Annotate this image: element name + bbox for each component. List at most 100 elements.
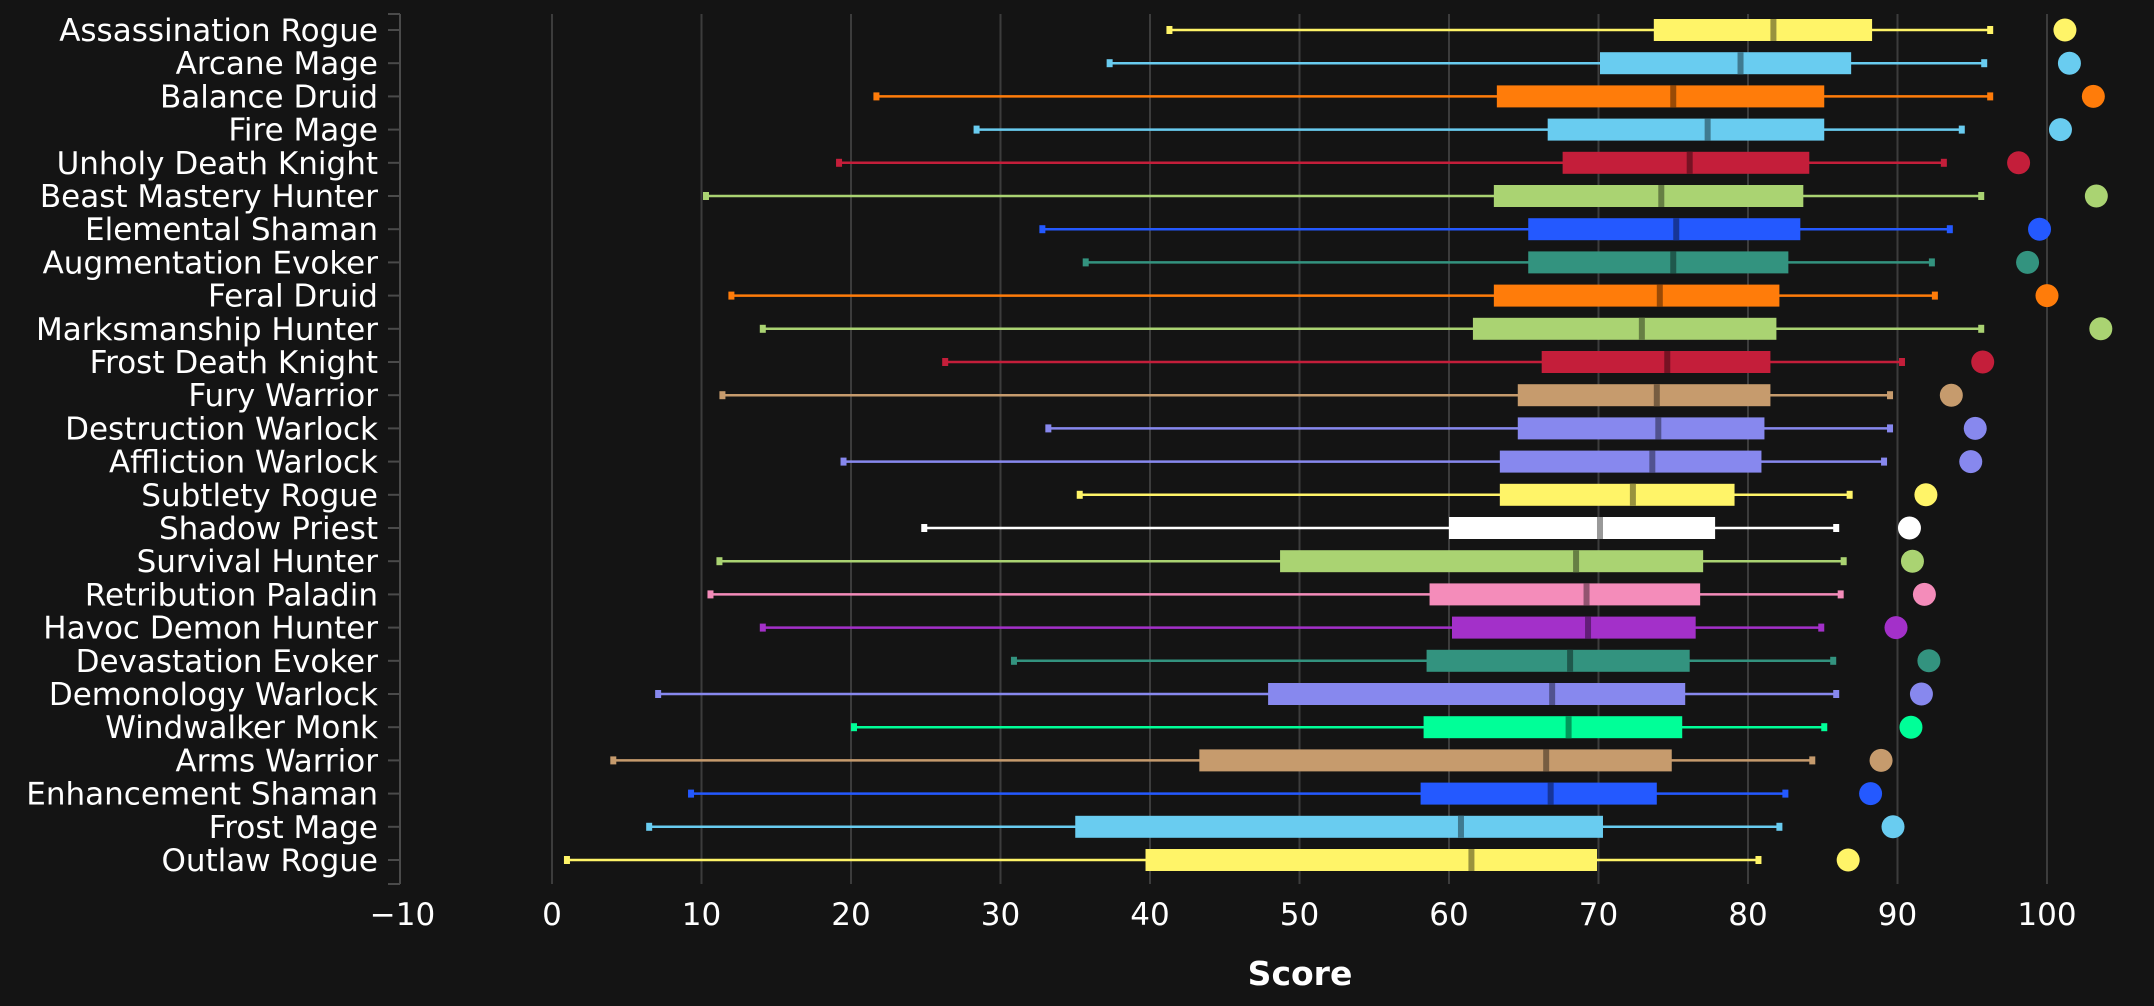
box-iqr [1199, 749, 1672, 772]
median-mark [1468, 849, 1475, 871]
box-affliction-warlock [840, 450, 1983, 474]
box-iqr [1493, 284, 1780, 307]
y-tick-label: Unholy Death Knight [57, 146, 378, 182]
median-mark [1737, 52, 1744, 75]
box-iqr [1493, 185, 1804, 207]
whisker-min-cap [873, 92, 880, 101]
median-mark [1596, 517, 1603, 539]
box-iqr [1517, 417, 1765, 440]
median-mark [1686, 151, 1693, 174]
y-tick-label: Havoc Demon Hunter [43, 611, 378, 647]
whisker-min-cap [840, 457, 847, 466]
whisker-min-cap [942, 358, 949, 366]
median-mark [1549, 683, 1556, 705]
y-tick-label: Shadow Priest [159, 511, 378, 547]
box-iqr [1541, 351, 1771, 373]
y-tick-label: Retribution Paladin [85, 577, 378, 613]
whisker-min-cap [1039, 225, 1046, 234]
box-iqr [1268, 683, 1686, 705]
box-outlaw-rogue [563, 848, 1860, 872]
score-dot [1900, 549, 1924, 573]
x-tick-label: 80 [1728, 897, 1767, 933]
box-iqr [1451, 616, 1696, 639]
box-iqr [1517, 384, 1771, 407]
box-arms-warrior [610, 748, 1893, 772]
y-tick-label: Frost Death Knight [90, 345, 378, 381]
box-iqr [1145, 849, 1598, 871]
x-tick-label: 90 [1878, 897, 1917, 933]
y-tick-label: Windwalker Monk [105, 710, 378, 746]
y-tick-label: Assassination Rogue [59, 13, 378, 49]
score-dot [1971, 350, 1995, 374]
score-dot [2084, 184, 2108, 208]
box-subtlety-rogue [1076, 483, 1938, 507]
box-iqr [1653, 19, 1873, 41]
y-tick-label: Elemental Shaman [85, 212, 378, 248]
box-fury-warrior [719, 383, 1963, 407]
x-axis-label: Score [1248, 954, 1353, 993]
whisker-min-cap [1076, 490, 1083, 499]
whisker-min-cap [1082, 258, 1089, 267]
score-dot [1881, 815, 1905, 839]
whisker-min-cap [728, 291, 735, 300]
whisker-max-cap [1833, 690, 1840, 698]
box-destruction-warlock [1045, 416, 1987, 440]
median-mark [1670, 85, 1677, 108]
box-balance-druid [873, 84, 2105, 108]
box-augmentation-evoker [1082, 250, 2040, 274]
median-mark [1567, 649, 1574, 672]
score-dot [1959, 450, 1983, 474]
x-tick-label: 70 [1579, 897, 1618, 933]
y-tick-label: Marksmanship Hunter [36, 312, 378, 348]
median-mark [1638, 317, 1645, 340]
median-mark [1704, 118, 1711, 141]
box-iqr [1547, 118, 1825, 141]
y-tick-label: Frost Mage [209, 810, 378, 846]
x-tick-label: 40 [1130, 897, 1169, 933]
box-iqr [1528, 251, 1789, 274]
median-mark [1649, 450, 1656, 473]
x-tick-label: 0 [542, 897, 562, 933]
y-axis-spine [388, 13, 401, 885]
y-tick-label: Beast Mastery Hunter [40, 179, 378, 215]
median-mark [1656, 284, 1663, 307]
whisker-min-cap [707, 590, 714, 599]
whisker-min-cap [1106, 59, 1113, 68]
whisker-min-cap [716, 557, 723, 566]
whisker-max-cap [1987, 92, 1994, 101]
whisker-max-cap [1846, 490, 1853, 499]
y-tick-label: Demonology Warlock [49, 677, 378, 713]
median-mark [1673, 218, 1680, 241]
box-havoc-demon-hunter [759, 616, 1908, 640]
score-dot [1869, 748, 1893, 772]
score-dot [2057, 51, 2081, 75]
whisker-min-cap [759, 324, 766, 333]
whisker-max-cap [1887, 391, 1894, 400]
box-iqr [1423, 716, 1683, 739]
whisker-max-cap [1987, 26, 1994, 34]
median-mark [1653, 384, 1660, 407]
box-iqr [1420, 782, 1657, 805]
y-tick-label: Enhancement Shaman [26, 777, 378, 813]
box-retribution-paladin [707, 582, 1936, 606]
box-marksmanship-hunter [759, 317, 2113, 341]
box-iqr [1280, 550, 1704, 573]
y-tick-label: Survival Hunter [137, 544, 379, 580]
whisker-max-cap [1881, 457, 1888, 466]
box-frost-death-knight [942, 350, 1995, 374]
y-tick-label: Arcane Mage [176, 46, 378, 82]
whisker-max-cap [1958, 125, 1965, 134]
y-tick-label: Fury Warrior [188, 378, 378, 414]
whisker-max-cap [1928, 258, 1935, 267]
box-arcane-mage [1106, 51, 2081, 75]
median-mark [1583, 583, 1590, 606]
score-dot [2053, 18, 2077, 42]
score-dot [2028, 217, 2052, 241]
whisker-max-cap [1809, 756, 1816, 765]
box-iqr [1449, 517, 1716, 539]
box-fire-mage [973, 118, 2072, 142]
whisker-max-cap [1821, 723, 1828, 732]
x-tick-labels: −10 0 10 20 30 40 50 60 70 80 90 100 [370, 897, 2077, 933]
y-tick-label: Destruction Warlock [65, 411, 378, 447]
